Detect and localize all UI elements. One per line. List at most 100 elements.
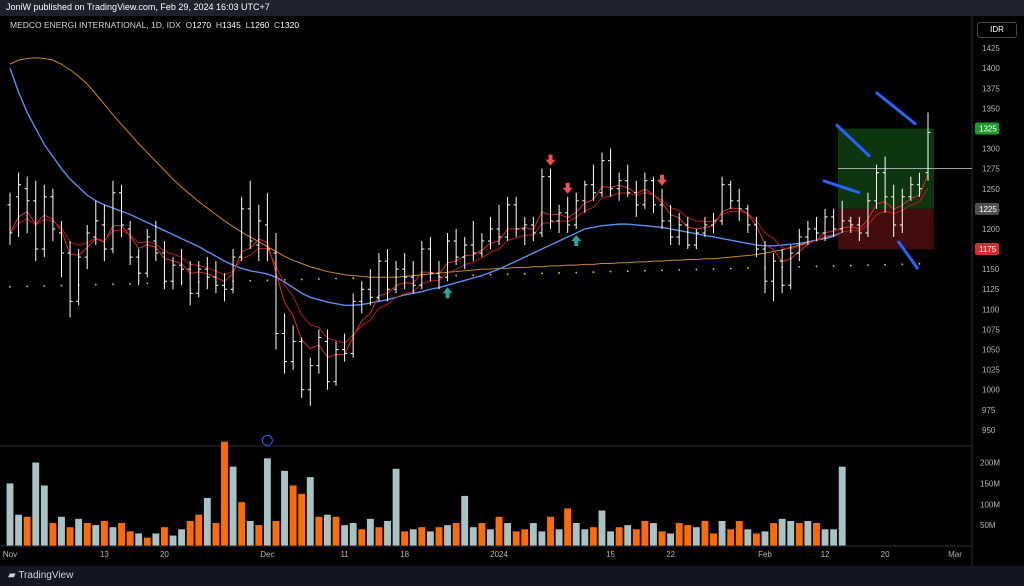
volume-bar[interactable] bbox=[349, 523, 357, 546]
volume-bar[interactable] bbox=[221, 441, 228, 546]
ohlc-bar[interactable] bbox=[359, 281, 365, 314]
ohlc-bar[interactable] bbox=[376, 253, 382, 302]
price-chart[interactable]: 950 975 1000 1025 1050 1075 1100 1125 1150 1175 12… bbox=[0, 16, 1024, 566]
ohlc-bar[interactable] bbox=[711, 212, 717, 233]
volume-bar[interactable] bbox=[761, 531, 769, 546]
volume-bar[interactable] bbox=[32, 462, 40, 546]
ohlc-bar[interactable] bbox=[685, 216, 691, 250]
ohlc-bar[interactable] bbox=[693, 228, 699, 250]
ohlc-bar[interactable] bbox=[393, 261, 399, 294]
ohlc-bar[interactable] bbox=[58, 220, 64, 278]
ohlc-bar[interactable] bbox=[856, 216, 862, 242]
volume-bar[interactable] bbox=[547, 516, 554, 546]
volume-bar[interactable] bbox=[143, 537, 151, 546]
ohlc-bar[interactable] bbox=[616, 172, 622, 201]
volume-bar[interactable] bbox=[426, 531, 434, 546]
volume-bar[interactable] bbox=[813, 523, 820, 546]
volume-bar[interactable] bbox=[727, 529, 735, 546]
ohlc-bar[interactable] bbox=[333, 341, 339, 386]
ohlc-bar[interactable] bbox=[256, 204, 262, 262]
ohlc-bar[interactable] bbox=[659, 188, 665, 229]
volume-bar[interactable] bbox=[469, 527, 477, 546]
volume-bar[interactable] bbox=[418, 527, 426, 546]
volume-bar[interactable] bbox=[375, 527, 383, 546]
ohlc-bar[interactable] bbox=[273, 232, 279, 350]
ohlc-bar[interactable] bbox=[728, 180, 734, 209]
ohlc-bar[interactable] bbox=[916, 172, 922, 197]
ohlc-bar[interactable] bbox=[590, 164, 596, 201]
ohlc-bar[interactable] bbox=[93, 200, 99, 246]
ohlc-bar[interactable] bbox=[796, 228, 802, 262]
volume-bar[interactable] bbox=[384, 520, 391, 546]
volume-bar[interactable] bbox=[752, 533, 760, 546]
volume-bar[interactable] bbox=[641, 520, 649, 546]
volume-bar[interactable] bbox=[564, 508, 572, 546]
ohlc-bar[interactable] bbox=[41, 184, 47, 258]
ohlc-bar[interactable] bbox=[187, 261, 193, 306]
volume-bar[interactable] bbox=[598, 510, 606, 546]
volume-bar[interactable] bbox=[589, 527, 597, 546]
ohlc-bar[interactable] bbox=[839, 200, 845, 233]
ohlc-bar[interactable] bbox=[445, 232, 451, 282]
volume-bar[interactable] bbox=[126, 531, 134, 546]
ohlc-bar[interactable] bbox=[33, 180, 39, 262]
ohlc-bar[interactable] bbox=[204, 257, 210, 290]
volume-bar[interactable] bbox=[478, 523, 486, 546]
ohlc-bar[interactable] bbox=[153, 220, 159, 262]
volume-bar[interactable] bbox=[650, 523, 657, 546]
volume-bar[interactable] bbox=[718, 520, 726, 546]
volume-bar[interactable] bbox=[66, 527, 74, 546]
volume-bar[interactable] bbox=[529, 523, 537, 546]
ohlc-bar[interactable] bbox=[753, 216, 759, 258]
ohlc-bar[interactable] bbox=[522, 216, 528, 246]
ohlc-bar[interactable] bbox=[290, 325, 296, 370]
volume-bar[interactable] bbox=[787, 520, 795, 546]
volume-bar[interactable] bbox=[435, 527, 443, 546]
ohlc-bar[interactable] bbox=[427, 236, 433, 282]
ohlc-bar[interactable] bbox=[230, 249, 236, 294]
volume-bar[interactable] bbox=[160, 527, 168, 546]
ohlc-bar[interactable] bbox=[264, 192, 270, 262]
ohlc-bar[interactable] bbox=[419, 241, 425, 290]
ohlc-bar[interactable] bbox=[539, 168, 545, 237]
volume-bar[interactable] bbox=[212, 523, 220, 546]
volume-bar[interactable] bbox=[770, 523, 778, 546]
ohlc-bar[interactable] bbox=[127, 220, 133, 266]
ohlc-bar[interactable] bbox=[882, 156, 888, 213]
ohlc-bar[interactable] bbox=[487, 216, 493, 250]
ohlc-bar[interactable] bbox=[908, 176, 914, 201]
volume-bar[interactable] bbox=[701, 520, 709, 546]
ohlc-bar[interactable] bbox=[513, 196, 519, 237]
ohlc-bar[interactable] bbox=[822, 208, 828, 242]
volume-bar[interactable] bbox=[246, 520, 254, 546]
ohlc-bar[interactable] bbox=[771, 253, 777, 302]
ohlc-bar[interactable] bbox=[436, 261, 442, 290]
ohlc-bar[interactable] bbox=[453, 228, 459, 266]
ohlc-bar[interactable] bbox=[874, 164, 880, 209]
volume-bar[interactable] bbox=[186, 520, 194, 546]
volume-bar[interactable] bbox=[281, 470, 288, 546]
ohlc-bar[interactable] bbox=[891, 184, 897, 237]
stop-zone[interactable] bbox=[838, 208, 934, 250]
volume-bar[interactable] bbox=[169, 535, 177, 546]
ohlc-bar[interactable] bbox=[565, 196, 571, 233]
volume-bar[interactable] bbox=[75, 518, 83, 546]
volume-bar[interactable] bbox=[667, 533, 675, 546]
ohlc-bar[interactable] bbox=[608, 148, 614, 197]
ohlc-bar[interactable] bbox=[805, 220, 811, 246]
volume-bar[interactable] bbox=[263, 458, 271, 546]
ohlc-bar[interactable] bbox=[144, 228, 150, 278]
symbol-name[interactable]: MEDCO ENERGI INTERNATIONAL, 1D, IDX bbox=[10, 20, 181, 30]
volume-bar[interactable] bbox=[581, 529, 589, 546]
volume-bar[interactable] bbox=[461, 495, 469, 546]
volume-bar[interactable] bbox=[504, 523, 512, 546]
ohlc-bar[interactable] bbox=[779, 249, 785, 294]
ohlc-bar[interactable] bbox=[496, 204, 502, 246]
volume-bar[interactable] bbox=[23, 516, 31, 546]
volume-bar[interactable] bbox=[315, 516, 323, 546]
ohlc-bar[interactable] bbox=[899, 188, 905, 233]
ohlc-bar[interactable] bbox=[736, 188, 742, 221]
volume-bar[interactable] bbox=[332, 516, 340, 546]
ohlc-bar[interactable] bbox=[788, 245, 794, 290]
ohlc-bar[interactable] bbox=[170, 257, 176, 290]
